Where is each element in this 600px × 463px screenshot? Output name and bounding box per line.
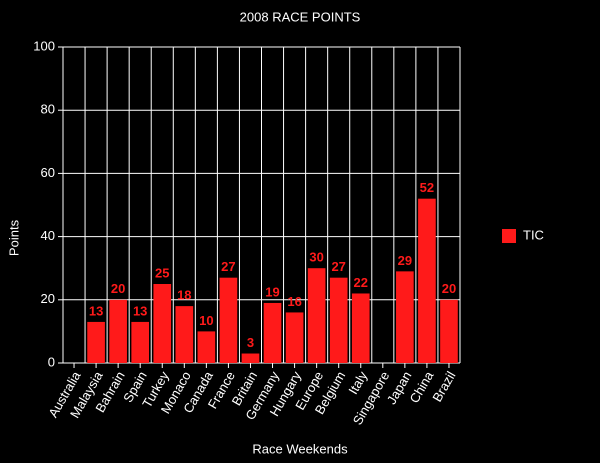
y-tick-label: 40 (41, 228, 55, 243)
data-label: 13 (89, 303, 103, 318)
data-label: 18 (177, 288, 191, 303)
bar (418, 198, 436, 363)
data-label: 29 (398, 253, 412, 268)
data-label: 20 (442, 281, 456, 296)
data-label: 16 (287, 294, 301, 309)
bar (263, 302, 282, 363)
chart-title: 2008 RACE POINTS (240, 9, 361, 24)
data-label: 22 (354, 275, 368, 290)
legend-swatch (502, 229, 516, 243)
bar (153, 284, 172, 363)
bar (285, 312, 304, 363)
y-tick-label: 60 (41, 165, 55, 180)
y-tick-label: 20 (41, 291, 55, 306)
data-label: 25 (155, 265, 169, 280)
bar (197, 331, 216, 363)
bar (87, 321, 105, 363)
bar (440, 299, 458, 363)
data-label: 30 (309, 250, 323, 265)
data-label: 52 (420, 180, 434, 195)
bar (109, 299, 127, 363)
x-axis-label: Race Weekends (252, 441, 348, 456)
y-axis-label: Points (6, 219, 21, 256)
bar (351, 293, 370, 363)
data-label: 10 (199, 313, 213, 328)
data-label: 19 (265, 284, 279, 299)
bar (219, 277, 238, 363)
legend-label: TIC (523, 227, 544, 242)
y-tick-label: 80 (41, 102, 55, 117)
data-label: 27 (331, 259, 345, 274)
data-label: 13 (133, 303, 147, 318)
data-label: 3 (247, 335, 254, 350)
bar (329, 277, 348, 363)
bar (241, 353, 260, 363)
bar (396, 271, 414, 363)
bar (131, 321, 150, 363)
data-label: 20 (111, 281, 125, 296)
y-tick-label: 0 (48, 354, 55, 369)
bar (307, 268, 326, 363)
data-label: 27 (221, 259, 235, 274)
bar (175, 306, 194, 363)
y-tick-label: 100 (33, 38, 55, 53)
